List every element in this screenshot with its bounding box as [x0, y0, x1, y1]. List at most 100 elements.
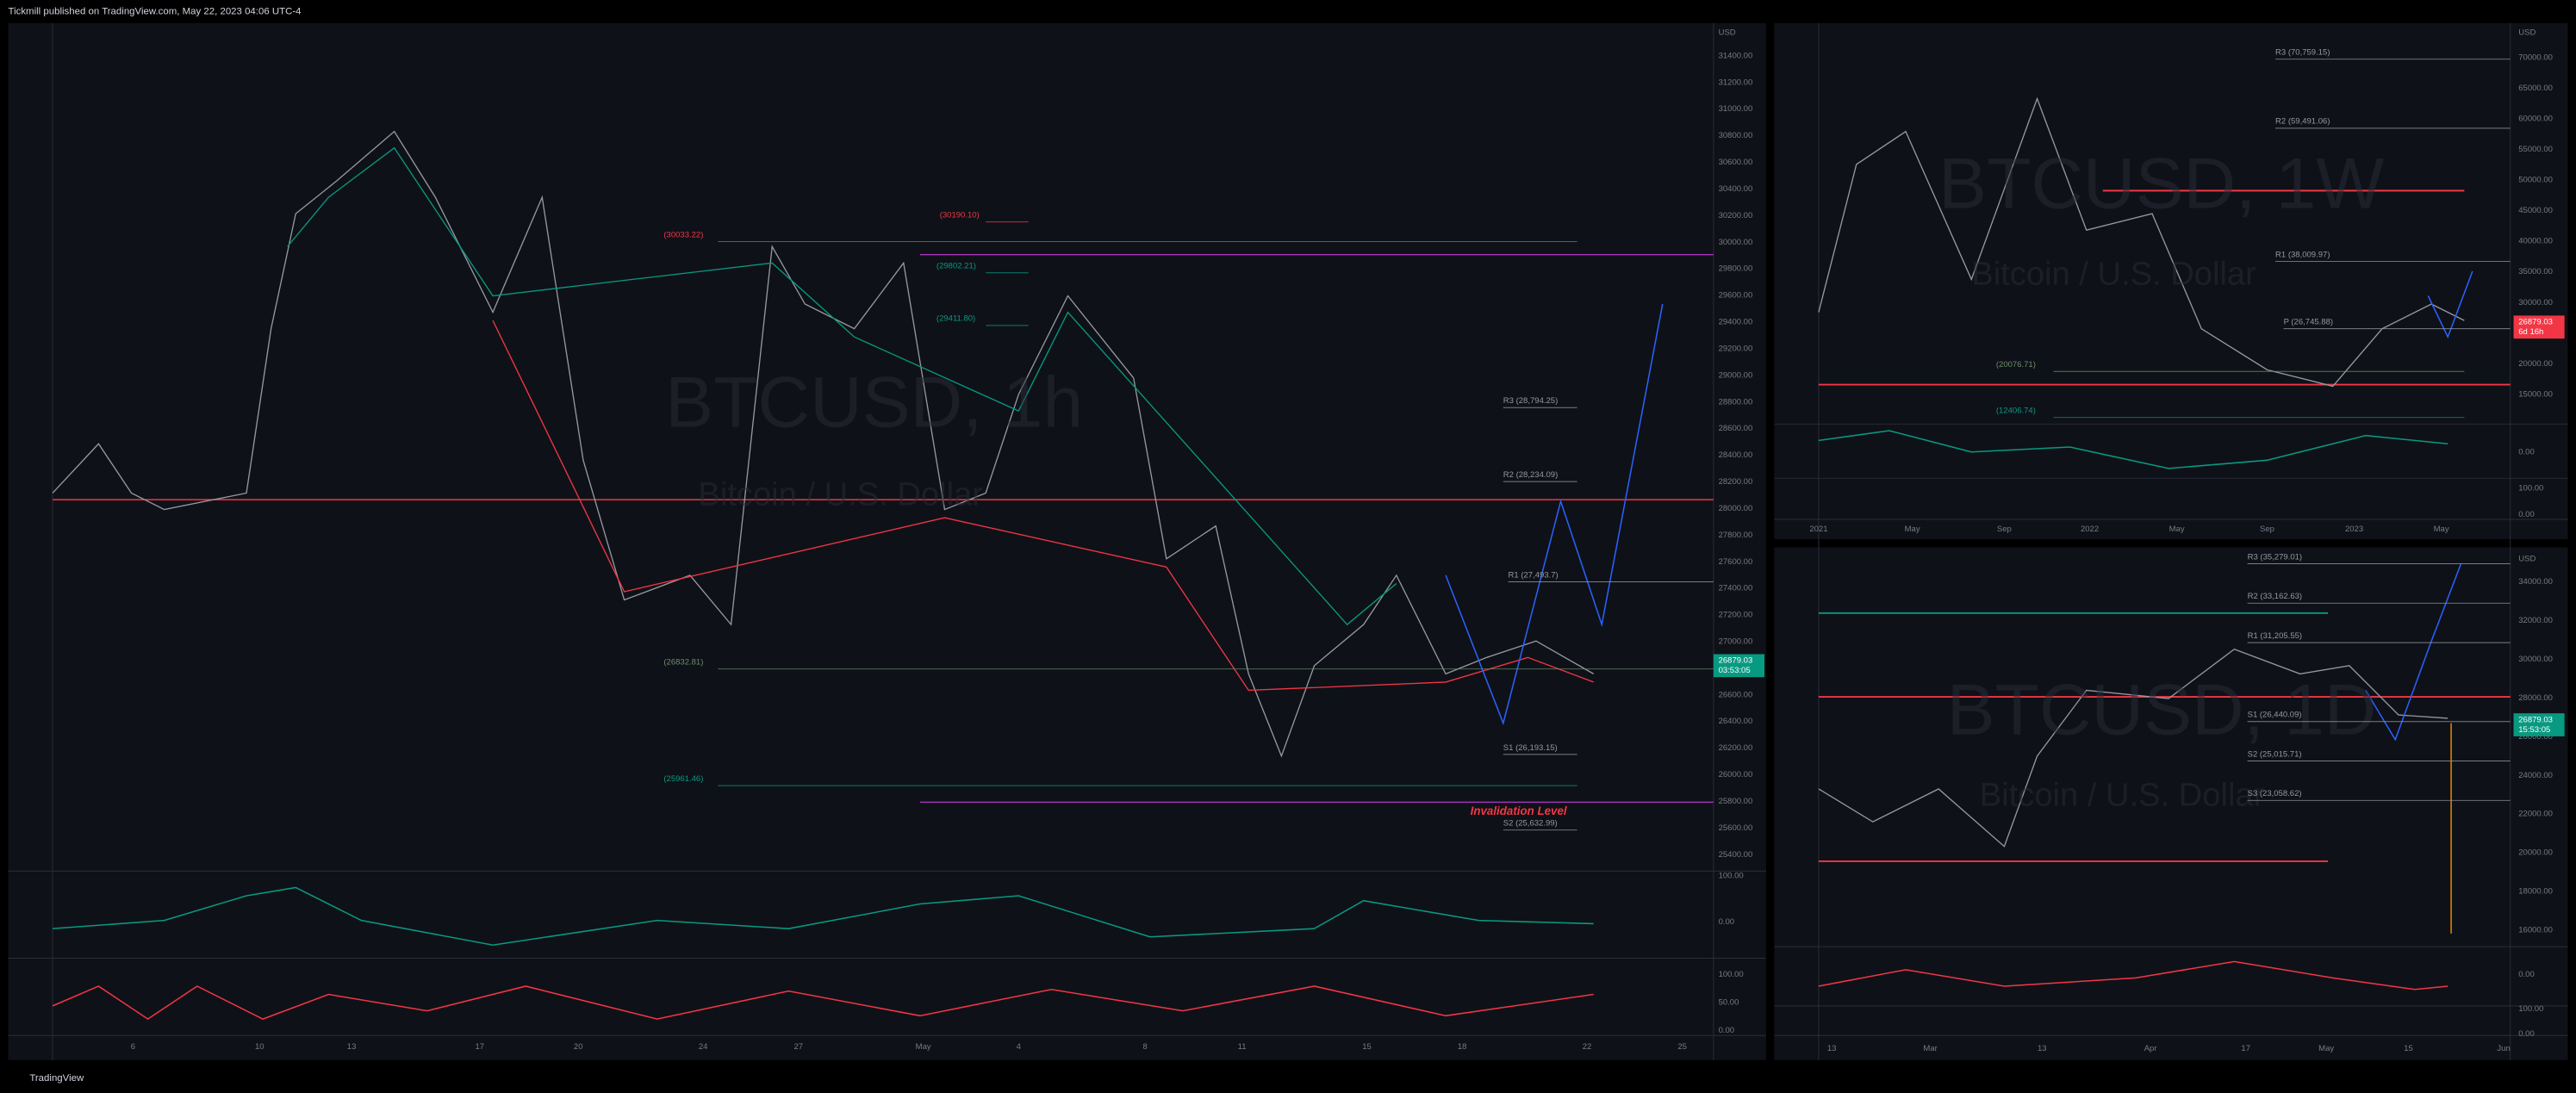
- level-label: R2 (59,491.06): [2275, 117, 2330, 127]
- panel-daily: [1774, 547, 2568, 1060]
- level-label: R1 (38,009.97): [2275, 250, 2330, 259]
- level-label: R2 (33,162.63): [2248, 592, 2302, 601]
- level-label: (29802.21): [936, 262, 976, 271]
- time-tick-label: Sep: [2260, 525, 2274, 534]
- price-tag-countdown: 15:53:05: [2518, 725, 2550, 735]
- price-tick-label: 26600.00: [1719, 690, 1753, 699]
- oscillator-tick-label: 0.00: [2518, 1029, 2535, 1039]
- time-tick-label: 18: [1458, 1042, 1467, 1052]
- watermark-subtitle: Bitcoin / U.S. Dollar: [698, 475, 983, 512]
- oscillator-tick-label: 100.00: [1719, 872, 1744, 881]
- price-tag-value: 26879.03: [1719, 656, 1753, 666]
- price-tick-label: 26000.00: [2518, 732, 2553, 742]
- level-label: (26832.81): [663, 658, 703, 668]
- level-label: S2 (25,015.71): [2248, 749, 2302, 759]
- level-label: (29411.80): [936, 314, 975, 324]
- price-tick-label: 55000.00: [2518, 145, 2553, 154]
- price-tick-label: 27000.00: [1719, 637, 1753, 647]
- price-tick-label: 18000.00: [2518, 887, 2553, 897]
- price-tag-countdown: 03:53:05: [1719, 666, 1751, 675]
- price-tick-label: 29000.00: [1719, 370, 1753, 380]
- brand: TradingView: [29, 1073, 84, 1084]
- time-tick-label: 17: [2241, 1044, 2250, 1053]
- time-tick-label: Apr: [2144, 1044, 2158, 1053]
- price-tick-label: 30000.00: [2518, 298, 2553, 307]
- price-tick-label: 40000.00: [2518, 237, 2553, 246]
- time-tick-label: 15: [2404, 1044, 2413, 1053]
- level-label: (25961.46): [663, 774, 703, 784]
- level-label: S1 (26,193.15): [1503, 743, 1558, 753]
- panel-weekly: [1774, 22, 2568, 539]
- oscillator-tick-label: 50.00: [1719, 998, 1739, 1008]
- level-label: (30033.22): [663, 230, 703, 239]
- oscillator-tick-label: 0.00: [2518, 447, 2535, 456]
- time-tick-label: May: [2434, 525, 2449, 534]
- price-tick-label: 27200.00: [1719, 611, 1753, 620]
- price-tick-label: 24000.00: [2518, 771, 2553, 780]
- price-tick-label: 45000.00: [2518, 206, 2553, 215]
- time-tick-label: May: [916, 1042, 931, 1052]
- level-label: S3 (23,058.62): [2248, 789, 2302, 798]
- decor-lines: [52, 96, 2511, 1021]
- price-tick-label: 25800.00: [1719, 797, 1753, 806]
- level-label: P (26,745.88): [2284, 318, 2333, 327]
- price-tick-label: 27800.00: [1719, 531, 1753, 540]
- time-tick-label: 24: [699, 1042, 708, 1052]
- time-tick-label: 2021: [1809, 525, 1827, 534]
- time-tick-label: 4: [1017, 1042, 1022, 1052]
- time-tick-label: 25: [1677, 1042, 1687, 1052]
- price-tick-label: 70000.00: [2518, 53, 2553, 62]
- publisher: Tickmill published on TradingView.com, M…: [9, 6, 302, 16]
- price-tick-label: 30600.00: [1719, 158, 1753, 167]
- time-tick-label: 6: [131, 1042, 135, 1052]
- level-label: R1 (27,493.7): [1509, 570, 1559, 580]
- level-label: R3 (70,759.15): [2275, 48, 2330, 58]
- oscillator-tick-label: 0.00: [2518, 510, 2535, 519]
- time-tick-label: May: [2318, 1044, 2334, 1053]
- price-tick-label: 32000.00: [2518, 616, 2553, 625]
- price-tick-label: 29600.00: [1719, 291, 1753, 301]
- price-tick-label: 30800.00: [1719, 131, 1753, 140]
- level-label: (20076.71): [1996, 360, 2036, 370]
- price-tick-label: 15000.00: [2518, 389, 2553, 399]
- time-tick-label: 2023: [2345, 525, 2363, 534]
- price-tag-countdown: 6d 16h: [2518, 327, 2543, 337]
- price-tick-label: 30000.00: [1719, 238, 1753, 247]
- price-tag: [2513, 315, 2565, 339]
- level-label: Invalidation Level: [1471, 804, 1567, 817]
- currency: USD: [2518, 554, 2536, 563]
- watermark: BTCUSD, 1W: [1938, 143, 2384, 224]
- price-tick-label: 28000.00: [1719, 504, 1753, 513]
- price-tick-label: 29400.00: [1719, 318, 1753, 327]
- price-tick-label: 28400.00: [1719, 450, 1753, 460]
- time-tick-label: 13: [347, 1042, 357, 1052]
- time-tick-label: May: [1905, 525, 1920, 534]
- time-tick-label: 17: [476, 1042, 485, 1052]
- price-tick-label: 27400.00: [1719, 584, 1753, 593]
- time-tick-label: 13: [1827, 1044, 1837, 1053]
- level-label: R2 (28,234.09): [1503, 470, 1558, 480]
- price-tag: [2513, 713, 2565, 736]
- price-tick-label: 31000.00: [1719, 104, 1753, 114]
- price-tick-label: 29200.00: [1719, 344, 1753, 353]
- oscillator-tick-label: 100.00: [2518, 483, 2543, 493]
- time-tick-label: May: [2169, 525, 2185, 534]
- time-tick-label: Sep: [1997, 525, 2012, 534]
- level-label: S2 (25,632.99): [1503, 819, 1558, 829]
- watermark-subtitle: Bitcoin / U.S. Dollar: [1980, 777, 2265, 814]
- time-tick-label: Mar: [1923, 1044, 1938, 1053]
- price-tag-value: 26879.03: [2518, 318, 2553, 327]
- level-label: S1 (26,440.09): [2248, 711, 2302, 720]
- price-tick-label: 26000.00: [1719, 770, 1753, 779]
- price-tick-label: 28000.00: [2518, 693, 2553, 703]
- price-tick-label: 31400.00: [1719, 51, 1753, 60]
- currency: USD: [1719, 28, 1736, 38]
- price-tick-label: 29800.00: [1719, 264, 1753, 274]
- panel-main: [8, 22, 1766, 1060]
- price-tick-label: 35000.00: [2518, 267, 2553, 276]
- price-tick-label: 26200.00: [1719, 743, 1753, 753]
- time-tick-label: 13: [2038, 1044, 2047, 1053]
- price-tick-label: 20000.00: [2518, 359, 2553, 369]
- price-tick-label: 26400.00: [1719, 717, 1753, 726]
